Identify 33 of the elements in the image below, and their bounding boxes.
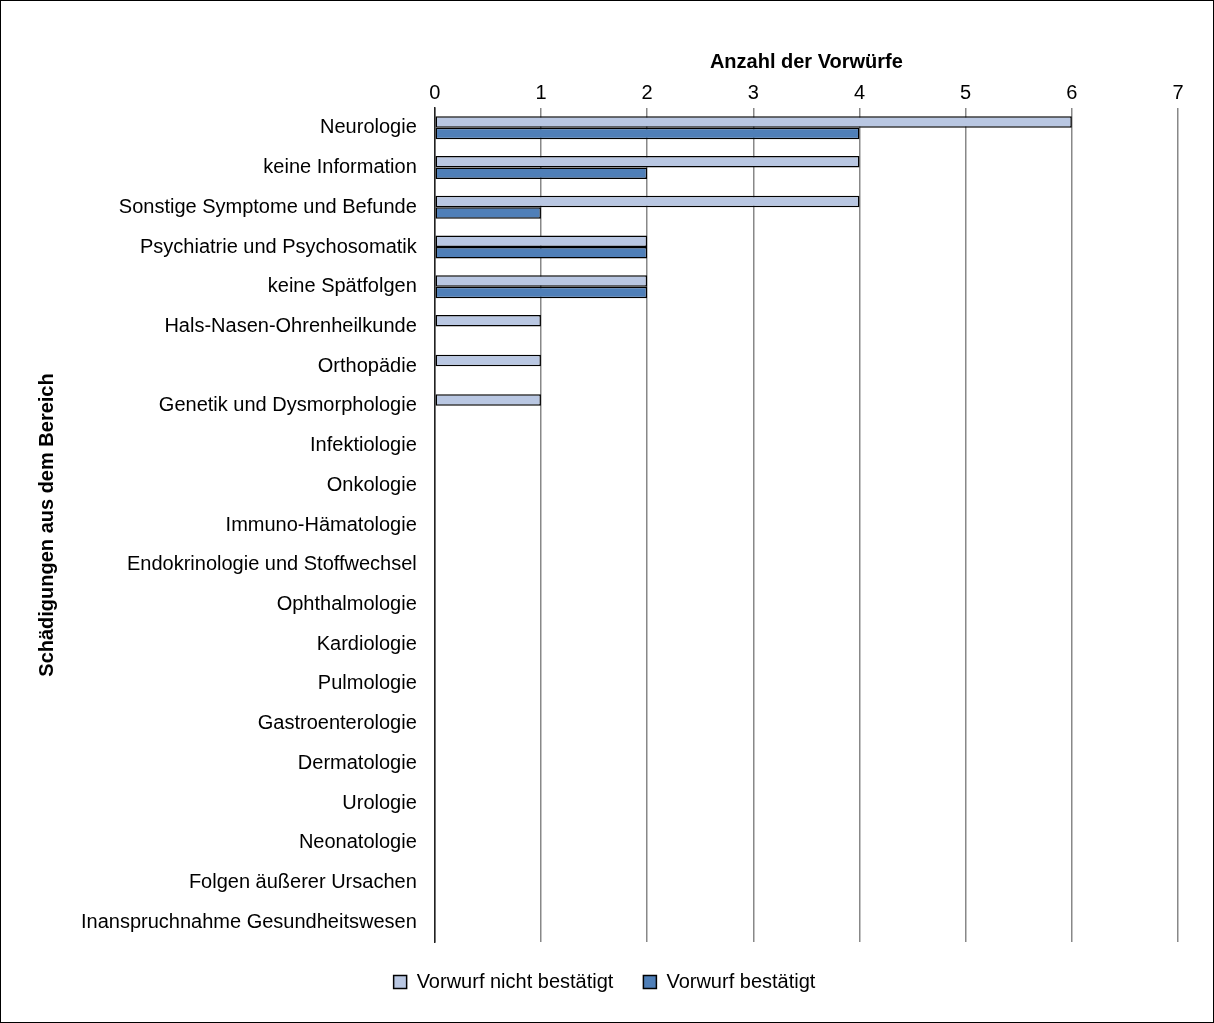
y-tick-label: Folgen äußerer Ursachen <box>188 869 417 892</box>
y-tick-label: Pulmologie <box>317 671 417 694</box>
y-tick-label: Neurologie <box>320 115 417 138</box>
y-tick-label: Psychiatrie und Psychosomatik <box>139 234 418 257</box>
y-tick-label: Genetik und Dysmorphologie <box>158 393 417 416</box>
y-tick-label: Onkologie <box>326 472 417 495</box>
y-tick-label: keine Spätfolgen <box>267 274 417 297</box>
legend-label: Vorwurf nicht bestätigt <box>416 969 614 992</box>
y-tick-label: Gastroenterologie <box>257 711 417 734</box>
y-tick-label: Urologie <box>342 790 417 813</box>
y-tick-label: Immuno-Hämatologie <box>225 512 417 535</box>
y-tick-label: Inanspruchnahme Gesundheitswesen <box>80 909 417 932</box>
x-tick-label: 7 <box>1172 80 1184 103</box>
x-tick-label: 0 <box>429 80 441 103</box>
y-tick-label: Sonstige Symptome und Befunde <box>118 194 417 217</box>
x-tick-label: 6 <box>1066 80 1078 103</box>
y-tick-label: Orthopädie <box>317 353 417 376</box>
y-tick-label: Endokrinologie und Stoffwechsel <box>126 552 417 575</box>
x-tick-label: 3 <box>747 80 759 103</box>
y-tick-label: Neonatologie <box>298 830 417 853</box>
y-axis-title: Schädigungen aus dem Bereich <box>34 373 57 677</box>
x-tick-label: 4 <box>853 80 866 103</box>
x-tick-label: 1 <box>535 80 547 103</box>
x-tick-label: 2 <box>641 80 653 103</box>
y-tick-label: Ophthalmologie <box>276 591 417 614</box>
y-tick-label: Kardiologie <box>316 631 417 654</box>
legend-label: Vorwurf bestätigt <box>666 969 816 992</box>
x-axis-title: Anzahl der Vorwürfe <box>709 49 903 72</box>
y-tick-label: Hals-Nasen-Ohrenheilkunde <box>164 313 417 336</box>
y-tick-label: keine Information <box>263 155 417 178</box>
x-tick-label: 5 <box>960 80 972 103</box>
y-tick-label: Infektiologie <box>310 433 417 456</box>
y-tick-label: Dermatologie <box>297 750 417 773</box>
